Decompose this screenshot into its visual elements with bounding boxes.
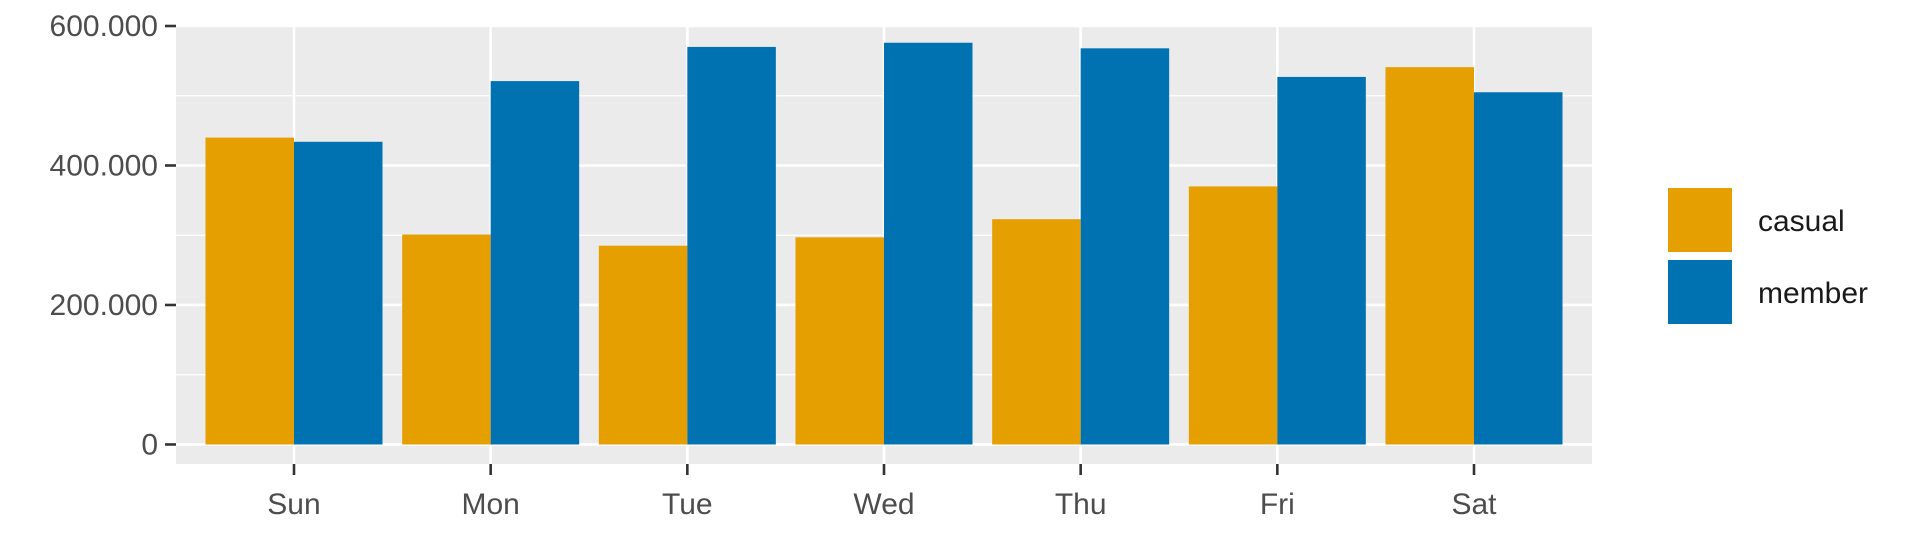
bar-member-mon <box>490 81 580 445</box>
y-tick-label: 400.000 <box>50 149 158 182</box>
legend-label-member: member <box>1758 277 1868 310</box>
bar-casual-fri <box>1188 186 1278 445</box>
bar-member-sun <box>294 141 383 445</box>
x-tick-label-wed: Wed <box>853 488 914 521</box>
bar-casual-thu <box>992 219 1081 445</box>
y-tick-label: 200.000 <box>50 289 158 322</box>
x-tick-label-fri: Fri <box>1260 488 1295 521</box>
bar-casual-sat <box>1385 67 1474 445</box>
legend: casual member <box>1666 186 1868 326</box>
y-tick-label: 0 <box>141 428 158 461</box>
x-tick-label-sun: Sun <box>267 488 320 521</box>
axes: 0 200.000 400.000 600.000 Sun Mon Tue Wed Thu Fri… <box>50 10 1498 521</box>
bar-casual-sun <box>205 137 294 445</box>
x-tick-label-thu: Thu <box>1055 488 1107 521</box>
bar-member-tue <box>687 46 776 445</box>
bar-member-wed <box>884 42 973 445</box>
bars <box>205 42 1563 445</box>
x-tick-label-tue: Tue <box>662 488 713 521</box>
bar-casual-mon <box>402 234 491 445</box>
bar-member-thu <box>1080 48 1170 445</box>
bar-casual-wed <box>795 237 884 445</box>
legend-swatch-member <box>1668 260 1732 324</box>
bar-casual-tue <box>598 245 688 445</box>
y-tick-label: 600.000 <box>50 10 158 43</box>
x-tick-label-mon: Mon <box>461 488 519 521</box>
bar-member-fri <box>1277 76 1366 445</box>
bar-member-sat <box>1474 92 1563 445</box>
legend-label-casual: casual <box>1758 205 1845 238</box>
legend-swatch-casual <box>1668 188 1732 252</box>
x-tick-label-sat: Sat <box>1451 488 1497 521</box>
